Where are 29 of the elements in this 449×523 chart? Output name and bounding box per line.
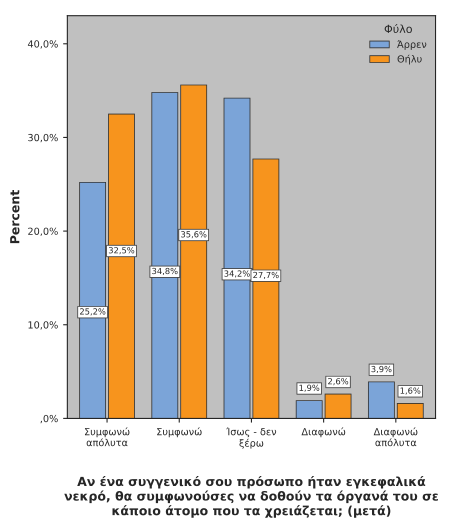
x-tick-label: Διαφωνώ bbox=[301, 427, 346, 438]
y-tick-label: 10,0% bbox=[28, 321, 58, 330]
data-label: 3,9% bbox=[371, 366, 392, 374]
data-label: 35,6% bbox=[181, 231, 206, 238]
y-tick-label: 40,0% bbox=[28, 40, 58, 49]
x-tick-label: Διαφωνώ απόλυτα bbox=[374, 427, 418, 446]
bar bbox=[324, 394, 352, 418]
legend-label: Άρρεν bbox=[397, 40, 426, 50]
data-label: 27,7% bbox=[253, 272, 279, 279]
x-axis-title: Αν ένα συγγενικό σου πρόσωπο ήταν εγκεφαλικά νεκρό, θα συμφωνούσες να δοθούν τα όργανά του σε κάποιο άτομο που τα χρειάζεται; (μετά) bbox=[64, 476, 438, 518]
legend-title: Φύλο bbox=[384, 24, 412, 34]
x-tick-label: Συμφωνώ bbox=[157, 427, 202, 438]
data-label: 1,6% bbox=[400, 387, 420, 395]
x-tick-label: Συμφωνώ απόλυτα bbox=[84, 427, 130, 446]
y-tick-label: 30,0% bbox=[28, 134, 58, 142]
data-label: 34,8% bbox=[152, 268, 178, 276]
data-label: 1,9% bbox=[300, 384, 320, 392]
y-axis-title: Percent bbox=[10, 190, 20, 244]
x-tick-label: Ίσως - δεν ξέρω bbox=[226, 427, 276, 449]
y-tick-label: 20,0% bbox=[28, 228, 58, 236]
data-label: 34,2% bbox=[224, 270, 250, 278]
bar bbox=[368, 381, 395, 418]
data-label: 32,5% bbox=[108, 247, 134, 254]
data-label: 25,2% bbox=[80, 308, 106, 316]
bar bbox=[396, 402, 424, 418]
y-tick-label: ,0% bbox=[40, 414, 58, 424]
legend-label: Θήλυ bbox=[398, 54, 422, 65]
bar bbox=[296, 400, 323, 418]
data-label: 2,6% bbox=[328, 378, 348, 386]
